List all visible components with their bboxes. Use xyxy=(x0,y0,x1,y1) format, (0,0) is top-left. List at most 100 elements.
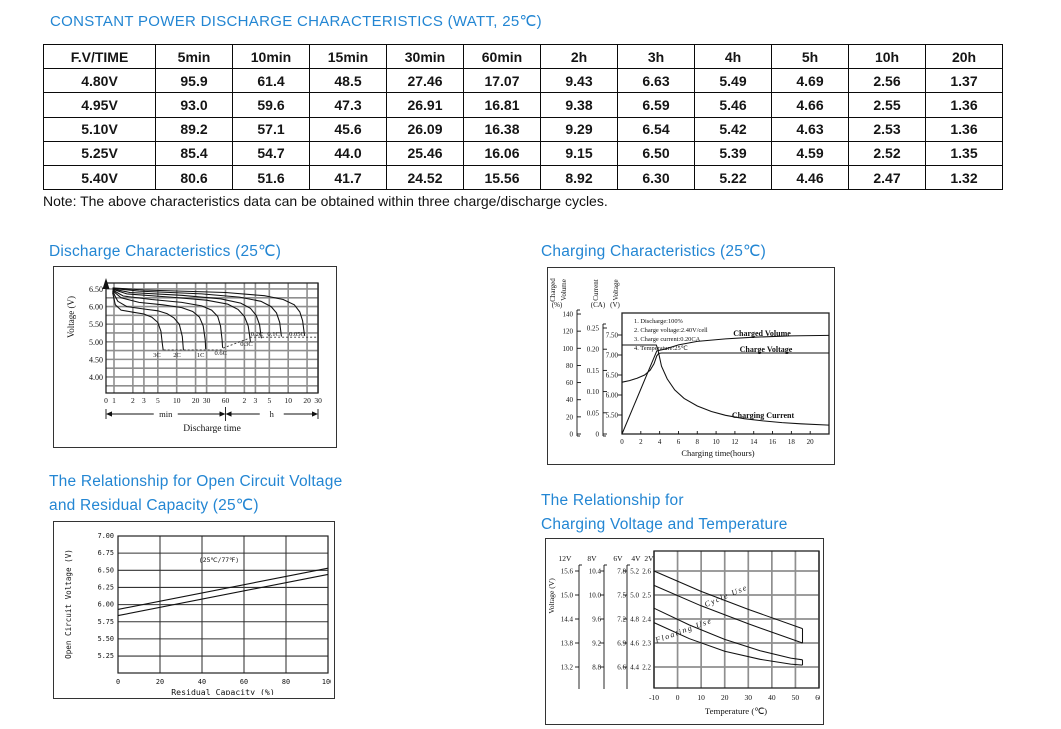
chart-text: 2. Charge voltage:2.40V/cell xyxy=(634,327,708,334)
table-cell: 6.54 xyxy=(617,116,695,142)
chart-text: Charging time(hours) xyxy=(681,448,754,458)
chart-text: Voltage xyxy=(612,279,620,300)
chart-text: 4V xyxy=(631,554,641,563)
table-cell: 5.46 xyxy=(694,92,772,118)
table-cell: 4.69 xyxy=(771,68,849,94)
chart-text: 60 xyxy=(240,678,248,686)
chart-text: 5.50 xyxy=(606,412,619,420)
table-cell: 4.95V xyxy=(43,92,156,118)
chart-shape xyxy=(219,411,226,417)
table-cell: 4.80V xyxy=(43,68,156,94)
discharge-chart-canvas: 6.506.005.505.004.504.000 1 2 3 5 10 20 30 60 2 3 5… xyxy=(66,278,322,434)
chart-text: 4.8 xyxy=(630,616,639,624)
chart-text: 4.00 xyxy=(89,373,103,382)
chart-text: 5.2 xyxy=(630,568,639,576)
chart-shape xyxy=(117,535,329,674)
chart-text: 50 xyxy=(792,693,800,702)
table-row: 4.95V 93.0 59.6 47.3 26.91 16.81 9.38 6.59 5.46 4… xyxy=(43,92,1003,118)
chart-text: 10.0 xyxy=(589,592,602,600)
page-title: CONSTANT POWER DISCHARGE CHARACTERISTICS… xyxy=(50,13,542,30)
chart-text: 80 xyxy=(282,678,290,686)
table-cell: 9.38 xyxy=(540,92,618,118)
chart-text: 15.6 xyxy=(561,568,574,576)
chart-text: 2.6 xyxy=(642,568,651,576)
chart-text: 7.00 xyxy=(98,532,114,540)
chart-text: 5.00 xyxy=(89,338,103,347)
chart-shape xyxy=(112,290,207,350)
chart-shape xyxy=(112,291,184,350)
chart-shape xyxy=(622,344,830,426)
chart-text: 1C xyxy=(197,352,205,359)
chart-text: 0 xyxy=(676,693,680,702)
ocv-heading-line2: and Residual Capacity (25℃) xyxy=(49,497,259,514)
table-row: 5.10V 89.2 57.1 45.6 26.09 16.38 9.29 6.54 5.42 4… xyxy=(43,116,1003,142)
chart-text: 6 xyxy=(677,438,681,446)
table-cell: 61.4 xyxy=(232,68,310,94)
power-table: F.V/TIME 5min 10min 15min 30min 60min 2h 3h 4h 5h… xyxy=(43,43,1003,191)
chart-text: Current xyxy=(592,279,600,300)
table-cell: 1.37 xyxy=(925,68,1003,94)
chart-shape xyxy=(621,334,830,435)
table-cell: 9.43 xyxy=(540,68,618,94)
chart-text: (25℃/77℉) xyxy=(199,556,239,564)
chart-text: 13.8 xyxy=(561,640,574,648)
table-cell: 2.47 xyxy=(848,164,926,191)
table-header-cell: 5min xyxy=(155,43,233,70)
table-header-cell: 10min xyxy=(232,43,310,70)
chart-shape xyxy=(106,411,112,417)
table-cell: 6.30 xyxy=(617,164,695,191)
table-cell: 2.53 xyxy=(848,116,926,142)
temp-heading-line2: Charging Voltage and Temperature xyxy=(541,516,788,533)
chart-text: (CA) xyxy=(591,301,606,309)
chart-text: 0 xyxy=(620,438,624,446)
chart-text: 7.50 xyxy=(606,332,619,340)
chart-text: 18 xyxy=(788,438,796,446)
chart-text: 10 xyxy=(173,396,181,405)
table-header-cell: 30min xyxy=(386,43,464,70)
chart-text: 0.05C xyxy=(289,331,305,338)
table-cell: 24.52 xyxy=(386,164,464,191)
table-row: 5.25V 85.4 54.7 44.0 25.46 16.06 9.15 6.50 5.39 4… xyxy=(43,140,1003,166)
chart-text: 0.6C xyxy=(214,350,226,357)
table-cell: 1.36 xyxy=(925,92,1003,118)
chart-text: 6.50 xyxy=(98,566,114,574)
ocv-chart: 7.00 6.75 6.50 6.25 6.00 5.75 5.50 5.25 0 20 40 60 8… xyxy=(53,521,335,699)
table-cell: 4.63 xyxy=(771,116,849,142)
chart-shape xyxy=(222,337,251,349)
table-cell: 15.56 xyxy=(463,164,541,191)
chart-text: 4.50 xyxy=(89,355,103,364)
chart-shape xyxy=(112,287,283,337)
table-cell: 85.4 xyxy=(155,140,233,166)
table-cell: 26.09 xyxy=(386,116,464,142)
chart-text: 30 xyxy=(203,396,211,405)
chart-shape xyxy=(259,408,284,420)
chart-text: 9.2 xyxy=(592,640,601,648)
table-header-cell: 10h xyxy=(848,43,926,70)
chart-text: (V) xyxy=(610,301,620,309)
chart-text: 4. Temperature:25℃ xyxy=(634,345,688,352)
chart-text: 2.3 xyxy=(642,640,651,648)
chart-text: 60 xyxy=(566,379,574,387)
chart-text: 2 xyxy=(242,396,246,405)
chart-text: 40 xyxy=(198,678,206,686)
temp-chart-canvas: 12V 8V 6V 4V 2V 15.6 15.0 14.4 13.8 13.2 10.4 10.0 9… xyxy=(547,550,820,716)
chart-shape xyxy=(621,352,829,383)
chart-text: 7.2 xyxy=(617,616,626,624)
chart-text: 2.2 xyxy=(642,664,651,672)
chart-text: 20 xyxy=(156,678,164,686)
chart-text: 0 xyxy=(570,431,574,439)
chart-text: Charge Voltage xyxy=(740,345,793,354)
chart-text: 5.25 xyxy=(98,652,114,660)
table-header-cell: 4h xyxy=(694,43,772,70)
table-cell: 27.46 xyxy=(386,68,464,94)
temp-heading-line1: The Relationship for xyxy=(541,492,684,509)
chart-text: 6.00 xyxy=(606,392,619,400)
chart-text: 20 xyxy=(721,693,729,702)
chart-shape xyxy=(102,278,110,289)
chart-text: 1 xyxy=(112,396,116,405)
chart-text: 6.50 xyxy=(606,372,619,380)
table-header-cell: 20h xyxy=(925,43,1003,70)
table-cell: 1.32 xyxy=(925,164,1003,191)
chart-text: 2V xyxy=(644,554,654,563)
chart-text: 7.00 xyxy=(606,352,619,360)
